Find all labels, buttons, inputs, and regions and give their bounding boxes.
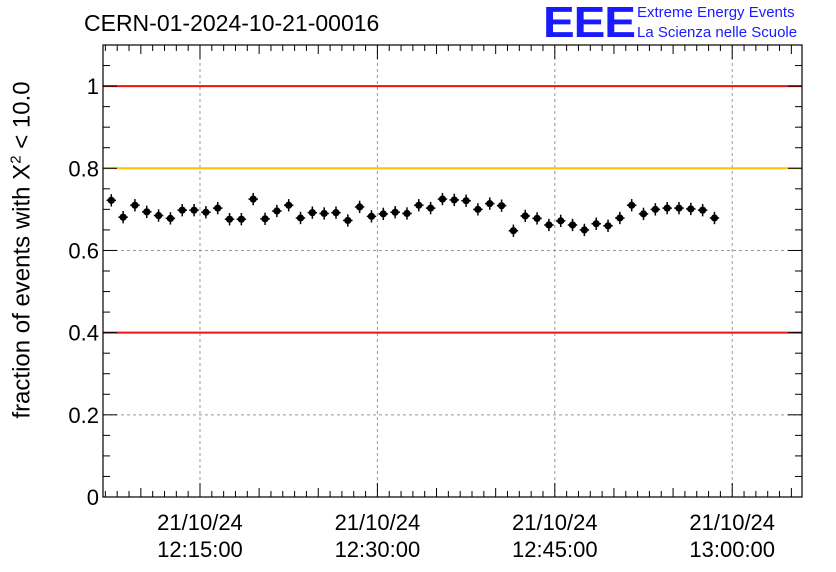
data-point <box>154 211 163 220</box>
data-point <box>545 221 553 229</box>
data-point <box>249 195 257 203</box>
data-point <box>225 215 234 223</box>
data-point <box>285 201 293 209</box>
data-point <box>202 208 210 216</box>
x-tick-label-time: 12:15:00 <box>157 537 243 562</box>
y-axis-label: fraction of events with X2 < 10.0 <box>8 81 37 418</box>
data-point <box>356 203 364 211</box>
data-point <box>143 208 151 216</box>
y-tick-label: 0.6 <box>68 238 99 263</box>
data-point <box>391 208 399 216</box>
data-point <box>663 204 671 212</box>
data-point <box>415 201 423 209</box>
data-point <box>639 210 648 218</box>
data-point <box>178 206 186 214</box>
x-tick-label-date: 21/10/24 <box>512 510 598 535</box>
x-tick-label-date: 21/10/24 <box>335 510 421 535</box>
y-tick-label: 0.2 <box>68 403 99 428</box>
data-point <box>521 212 529 220</box>
data-point <box>651 205 659 213</box>
data-point <box>261 215 269 223</box>
data-point <box>379 210 387 218</box>
data-point <box>320 209 328 218</box>
data-point <box>533 214 541 223</box>
y-axis-label-superscript: 2 <box>7 155 25 164</box>
y-tick-label: 0.8 <box>68 156 99 181</box>
logo-caption-line-1: Extreme Energy Events <box>637 4 795 21</box>
data-point <box>568 221 577 229</box>
data-point <box>427 204 435 212</box>
data-point <box>616 214 624 222</box>
plot-frame <box>102 44 803 498</box>
x-tick-label-time: 12:30:00 <box>335 537 421 562</box>
data-point <box>107 196 115 204</box>
data-point <box>344 216 352 225</box>
data-point <box>474 205 482 213</box>
data-point <box>628 201 636 209</box>
data-point <box>497 202 506 210</box>
data-point <box>119 213 127 221</box>
data-point <box>557 217 565 225</box>
data-point <box>273 207 281 215</box>
data-point <box>604 222 612 230</box>
x-tick-label-date: 21/10/24 <box>157 510 243 535</box>
logo-caption-line-2: La Scienza nelle Scuole <box>637 24 798 41</box>
data-point <box>486 200 494 208</box>
eee-logo: EEE <box>543 0 636 47</box>
data-point <box>580 226 588 234</box>
data-point <box>675 204 683 212</box>
data-point <box>131 201 139 209</box>
data-point <box>462 197 470 205</box>
data-point <box>214 204 222 212</box>
y-axis-label-tail: < 10.0 <box>8 81 36 156</box>
data-point <box>332 209 340 217</box>
y-tick-label: 0.4 <box>68 321 99 346</box>
data-point <box>190 206 198 214</box>
y-tick-label: 0 <box>87 485 99 510</box>
y-axis-label-main: fraction of events with X <box>8 163 36 419</box>
data-point <box>308 209 316 217</box>
data-point <box>699 206 707 214</box>
data-point <box>367 212 376 220</box>
data-point <box>296 214 305 222</box>
y-tick-label: 1 <box>87 74 99 99</box>
data-point <box>687 205 695 213</box>
chart-title: CERN-01-2024-10-21-00016 <box>84 10 380 36</box>
data-point <box>592 220 600 228</box>
data-point <box>710 214 719 222</box>
data-point <box>166 214 175 223</box>
data-point <box>450 196 458 204</box>
x-tick-label-date: 21/10/24 <box>689 510 775 535</box>
data-point <box>438 195 447 203</box>
x-tick-label-time: 13:00:00 <box>689 537 775 562</box>
data-point <box>509 227 518 235</box>
x-tick-label-time: 12:45:00 <box>512 537 598 562</box>
data-point <box>403 209 411 218</box>
data-point <box>237 215 245 223</box>
